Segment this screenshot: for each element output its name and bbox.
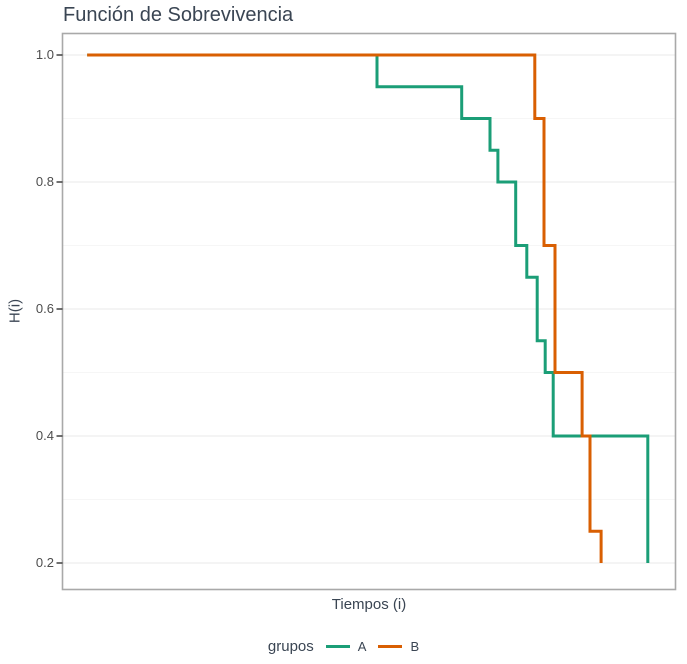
legend-key-b-line [378,645,403,648]
y-axis-tick-label: 1.0 [35,47,54,62]
legend-label-a: A [357,639,367,654]
legend: grupos A B [0,638,687,655]
x-axis-title: Tiempos (i) [331,596,407,613]
legend-entry-a: A [325,639,367,654]
y-axis-tick-label: 0.4 [35,428,54,443]
y-axis-tick-label: 0.2 [35,555,54,570]
chart-title: Función de Sobrevivencia [63,4,294,26]
series-a-line [87,53,650,563]
y-axis-title: H(i) [6,298,24,324]
series-b-line [87,53,603,563]
y-axis-tick-label: 0.8 [35,174,54,189]
legend-label-b: B [410,639,420,654]
y-axis-tick-label: 0.6 [35,301,54,316]
legend-key-a-line [325,645,350,648]
plot-panel-border [61,32,677,591]
legend-entry-b: B [378,639,419,654]
plot-panel-background [62,33,676,590]
legend-title: grupos [267,638,314,655]
